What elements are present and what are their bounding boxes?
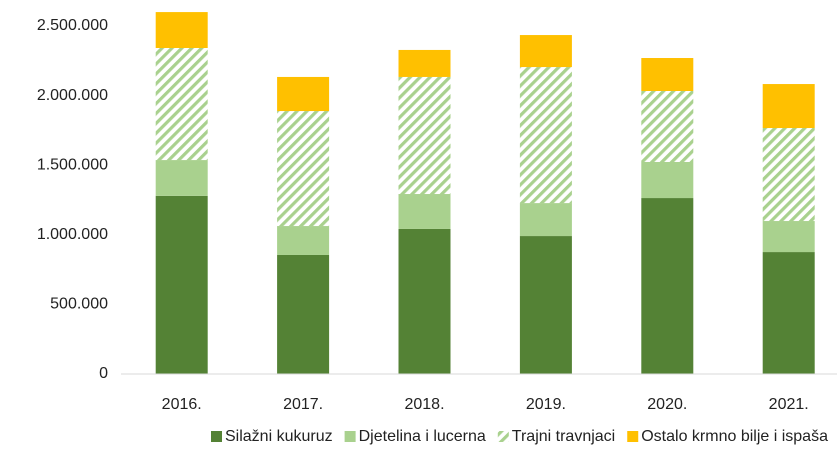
bar-segment: [519, 35, 572, 68]
bar-segment: [762, 84, 815, 129]
legend-label: Silažni kukuruz: [225, 428, 333, 445]
legend-label: Trajni travnjaci: [512, 428, 615, 445]
bar-segment: [155, 47, 208, 161]
legend-swatch: [627, 431, 639, 442]
y-tick-label: 500.000: [50, 296, 108, 313]
legend-label: Djetelina i lucerna: [359, 428, 486, 445]
y-tick-label: 1.000.000: [37, 226, 108, 243]
x-tick-label: 2020.: [647, 396, 687, 413]
x-tick-label: 2016.: [162, 396, 202, 413]
x-tick-label: 2019.: [526, 396, 566, 413]
bar-segment: [398, 228, 451, 374]
bar-segment: [519, 67, 572, 204]
bar-segment: [641, 161, 694, 199]
bar-segment: [762, 128, 815, 222]
bar-segment: [277, 226, 330, 255]
x-tick-label: 2021.: [769, 396, 809, 413]
bar-segment: [762, 252, 815, 374]
bar-segment: [398, 49, 451, 77]
bar-segment: [519, 203, 572, 237]
bar-segment: [398, 76, 451, 195]
bar-segment: [641, 198, 694, 374]
y-tick-label: 2.000.000: [37, 87, 108, 104]
bar-segment: [277, 76, 330, 112]
y-tick-label: 0: [99, 365, 108, 382]
bar-segment: [762, 221, 815, 253]
legend-swatch: [344, 431, 356, 442]
bar-segment: [155, 160, 208, 196]
legend-swatch: [211, 431, 222, 442]
bar-segment: [155, 12, 208, 48]
bar-segment: [641, 91, 694, 162]
bar-segment: [398, 194, 451, 229]
x-tick-label: 2018.: [404, 396, 444, 413]
bar-segment: [277, 254, 330, 374]
x-tick-label: 2017.: [283, 396, 323, 413]
bar-segment: [519, 236, 572, 374]
legend-label: Ostalo krmno bilje i ispaša: [641, 428, 828, 445]
bar-segment: [277, 111, 330, 227]
legend-swatch: [497, 431, 509, 442]
bar-segment: [155, 195, 208, 374]
y-tick-label: 2.500.000: [37, 17, 108, 34]
y-tick-label: 1.500.000: [37, 156, 108, 173]
bar-segment: [641, 58, 694, 92]
